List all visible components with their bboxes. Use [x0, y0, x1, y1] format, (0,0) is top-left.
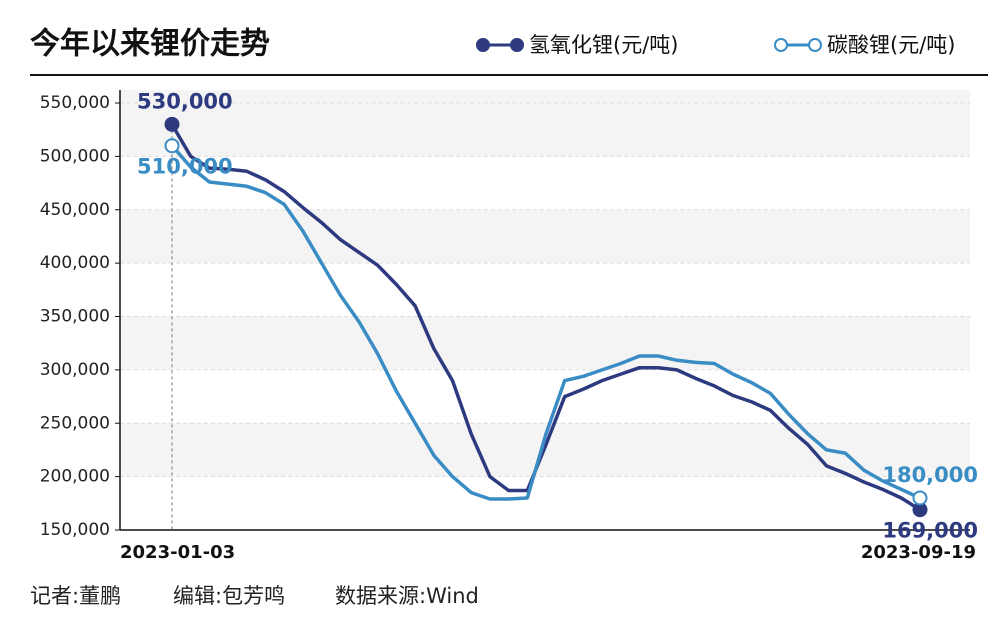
credit: 记者:董鹏	[30, 584, 121, 608]
data-label: 530,000	[137, 89, 233, 113]
legend-marker	[808, 38, 822, 52]
x-tick-label: 2023-09-19	[861, 542, 976, 563]
y-tick-label: 450,000	[40, 200, 110, 220]
data-label: 180,000	[882, 463, 978, 487]
legend: 氢氧化锂(元/吨) 碳酸锂(元/吨)	[476, 33, 955, 57]
series-line	[170, 123, 921, 512]
y-tick-label: 250,000	[40, 413, 110, 433]
series-line	[170, 144, 921, 501]
y-tick-label: 200,000	[40, 467, 110, 487]
legend-marker	[476, 38, 490, 52]
y-tick-label: 150,000	[40, 520, 110, 540]
grid-band	[120, 263, 970, 317]
plot: 150,000 200,000 250,000 300,000 350,000 400,0…	[40, 89, 978, 563]
y-tick-label: 300,000	[40, 360, 110, 380]
credit: 编辑:包芳鸣	[173, 584, 285, 608]
grid-band	[120, 369, 970, 424]
legend-label: 碳酸锂(元/吨)	[827, 33, 955, 57]
grid-band	[120, 476, 970, 530]
credit: 数据来源:Wind	[335, 584, 479, 608]
point-marker	[164, 138, 180, 154]
y-tick-label: 500,000	[40, 146, 110, 166]
point-marker	[164, 116, 180, 132]
point-marker	[912, 490, 928, 506]
legend-marker	[774, 38, 788, 52]
grid-band	[120, 156, 970, 210]
data-label: 169,000	[882, 519, 978, 543]
chart-title: 今年以来锂价走势	[30, 27, 270, 62]
y-tick-label: 350,000	[40, 307, 110, 327]
y-tick-label: 400,000	[40, 253, 110, 273]
y-tick-label: 550,000	[40, 93, 110, 113]
legend-marker	[510, 38, 524, 52]
legend-label: 氢氧化锂(元/吨)	[529, 33, 678, 57]
x-tick-label: 2023-01-03	[120, 542, 235, 563]
data-label: 510,000	[137, 155, 233, 179]
